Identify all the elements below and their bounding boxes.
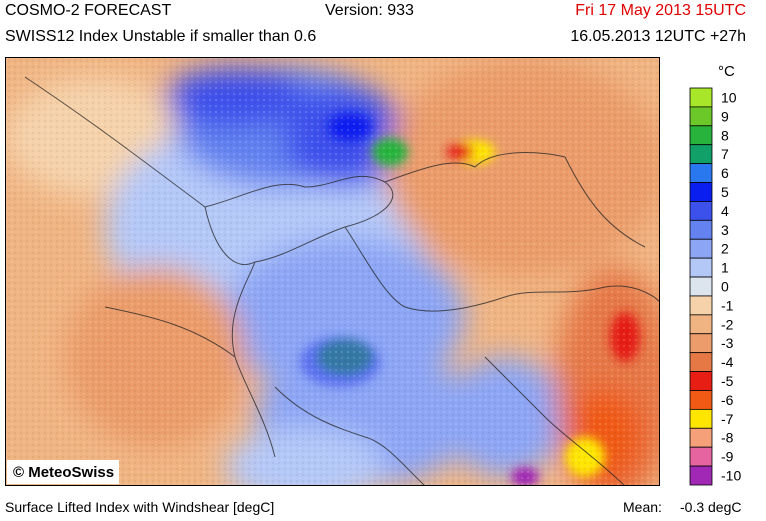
subtitle: SWISS12 Index Unstable if smaller than 0… [5, 28, 317, 45]
legend-swatch [689, 333, 713, 354]
legend-label: 3 [721, 222, 729, 238]
legend-label: 2 [721, 241, 729, 257]
legend-swatch [689, 276, 713, 297]
legend-label: 9 [721, 108, 729, 124]
legend-label: -7 [721, 411, 734, 427]
legend-label: -5 [721, 373, 734, 389]
legend-label: 8 [721, 127, 729, 143]
legend-swatch [689, 106, 713, 127]
legend-label: 6 [721, 165, 729, 181]
legend-swatch [689, 352, 713, 372]
legend-swatch [689, 427, 713, 448]
legend-swatch [689, 446, 713, 467]
legend-swatch [689, 182, 713, 202]
legend-swatch [689, 390, 713, 410]
version: Version: 933 [325, 2, 414, 19]
legend-swatch [689, 125, 713, 146]
legend-label: 4 [721, 203, 729, 219]
legend-label: -6 [721, 392, 734, 408]
legend-swatch [689, 238, 713, 259]
legend-label: 7 [721, 146, 729, 162]
legend-unit: °C [718, 63, 735, 80]
legend-label: 10 [721, 89, 737, 105]
legend-label: 1 [721, 260, 729, 276]
legend-swatch [689, 295, 713, 316]
legend-swatch [689, 408, 713, 429]
legend-swatch [689, 219, 713, 240]
legend-swatch [689, 87, 713, 108]
credit: © MeteoSwiss [13, 464, 114, 481]
legend-label: 5 [721, 184, 729, 200]
run-time: 16.05.2013 12UTC +27h [570, 28, 746, 45]
legend-swatch [689, 465, 713, 486]
description: Surface Lifted Index with Windshear [deg… [5, 499, 275, 515]
legend-label: -2 [721, 316, 734, 332]
legend-label: -3 [721, 335, 734, 351]
legend-label: -4 [721, 354, 734, 370]
legend-label: -9 [721, 449, 734, 465]
legend-label: -8 [721, 430, 734, 446]
title: COSMO-2 FORECAST [5, 2, 172, 19]
mean-label: Mean: [623, 499, 662, 515]
legend-swatch [689, 144, 713, 165]
legend-swatch [689, 201, 713, 221]
legend-swatch [689, 314, 713, 335]
legend-swatch [689, 257, 713, 278]
legend-label: 0 [721, 279, 729, 295]
legend-label: -10 [721, 468, 741, 484]
mean-value: -0.3 degC [680, 499, 742, 515]
legend-swatch [689, 371, 713, 391]
legend-swatch [689, 163, 713, 183]
legend-label: -1 [721, 297, 734, 313]
map: © MeteoSwiss [5, 57, 660, 486]
valid-time: Fri 17 May 2013 15UTC [575, 2, 746, 19]
